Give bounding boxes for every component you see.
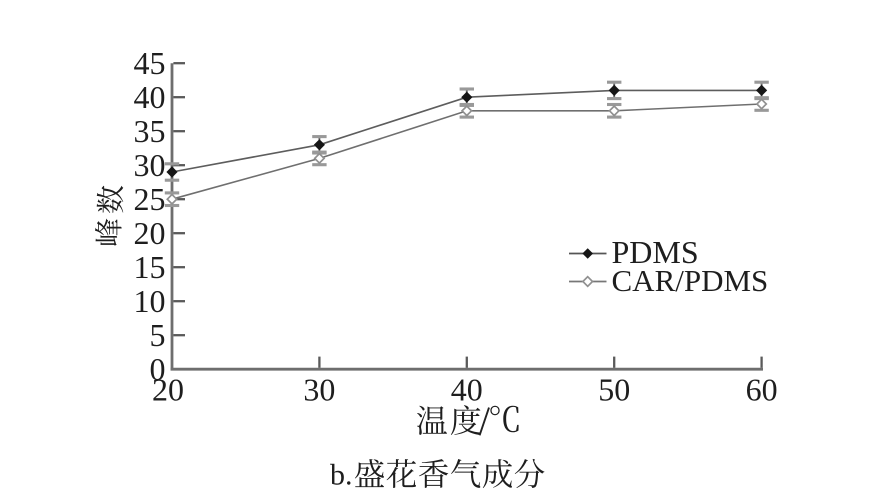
svg-text:50: 50 [598, 372, 630, 408]
svg-text:35: 35 [134, 113, 166, 149]
svg-text:30: 30 [134, 147, 166, 183]
svg-text:45: 45 [134, 45, 166, 81]
svg-text:0: 0 [150, 351, 166, 387]
svg-text:40: 40 [134, 79, 166, 115]
svg-text:40: 40 [451, 372, 483, 408]
svg-text:CAR/PDMS: CAR/PDMS [612, 263, 769, 298]
svg-text:25: 25 [134, 181, 166, 217]
svg-text:30: 30 [303, 372, 335, 408]
svg-text:PDMS: PDMS [612, 234, 699, 270]
svg-text:10: 10 [134, 283, 166, 319]
svg-text:15: 15 [134, 249, 166, 285]
svg-text:20: 20 [134, 215, 166, 251]
svg-text:20: 20 [152, 372, 184, 408]
svg-text:5: 5 [150, 317, 166, 353]
svg-text:60: 60 [746, 372, 778, 408]
svg-text:b.: b. [330, 459, 353, 492]
